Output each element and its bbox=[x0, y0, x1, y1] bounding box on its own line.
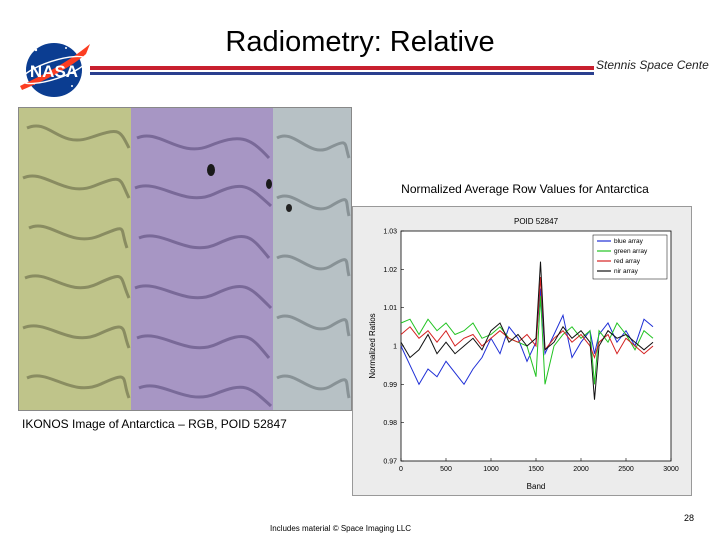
legend-label: nir array bbox=[614, 268, 639, 275]
legend-label: green array bbox=[614, 248, 648, 255]
line-chart: POID 52847 Band Normalized Ratios 0 500 10… bbox=[368, 217, 679, 491]
legend-box bbox=[592, 234, 668, 280]
x-axis-label: Band bbox=[527, 482, 546, 491]
ikonos-image bbox=[18, 107, 352, 411]
x-tick-label: 500 bbox=[440, 466, 452, 473]
series-line-green-array bbox=[400, 296, 654, 385]
y-axis-label: Normalized Ratios bbox=[368, 313, 377, 378]
image-caption: IKONOS Image of Antarctica – RGB, POID 5… bbox=[22, 417, 287, 431]
chart-panel: POID 52847 Band Normalized Ratios 0 500 10… bbox=[352, 206, 692, 496]
page-number: 28 bbox=[684, 513, 695, 523]
y-tick-label: 1 bbox=[393, 344, 397, 351]
nasa-logo-text: NASA bbox=[30, 62, 78, 81]
title-rule-blue bbox=[90, 72, 594, 75]
copyright-note: Includes material © Space Imaging LLC bbox=[270, 524, 412, 533]
x-tick-label: 2000 bbox=[573, 466, 589, 473]
x-tick-label: 0 bbox=[399, 466, 403, 473]
y-tick-label: 1.01 bbox=[383, 305, 397, 312]
y-tick-label: 0.97 bbox=[383, 459, 397, 466]
series-line-red-array bbox=[400, 276, 654, 360]
series-line-nir-array bbox=[400, 261, 654, 400]
y-tick-label: 0.98 bbox=[383, 420, 397, 427]
y-tick-label: 1.03 bbox=[383, 229, 397, 236]
y-tick-label: 1.02 bbox=[383, 267, 397, 274]
y-tick-label: 0.99 bbox=[383, 382, 397, 389]
x-tick-label: 2500 bbox=[618, 466, 634, 473]
title-rule-red bbox=[90, 66, 594, 70]
x-tick-label: 3000 bbox=[663, 466, 679, 473]
legend-label: blue array bbox=[614, 238, 644, 245]
nasa-logo: NASA bbox=[14, 34, 94, 104]
chart-title: POID 52847 bbox=[514, 217, 559, 226]
slide-subtitle: Stennis Space Cente bbox=[596, 58, 709, 72]
x-tick-label: 1000 bbox=[483, 466, 499, 473]
slide-title: Radiometry: Relative bbox=[225, 26, 495, 58]
legend-label: red array bbox=[614, 258, 641, 265]
x-tick-label: 1500 bbox=[528, 466, 544, 473]
chart-caption: Normalized Average Row Values for Antarc… bbox=[401, 182, 649, 196]
